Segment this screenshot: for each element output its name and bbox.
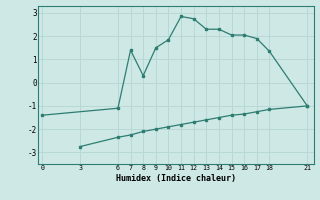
X-axis label: Humidex (Indice chaleur): Humidex (Indice chaleur) <box>116 174 236 183</box>
